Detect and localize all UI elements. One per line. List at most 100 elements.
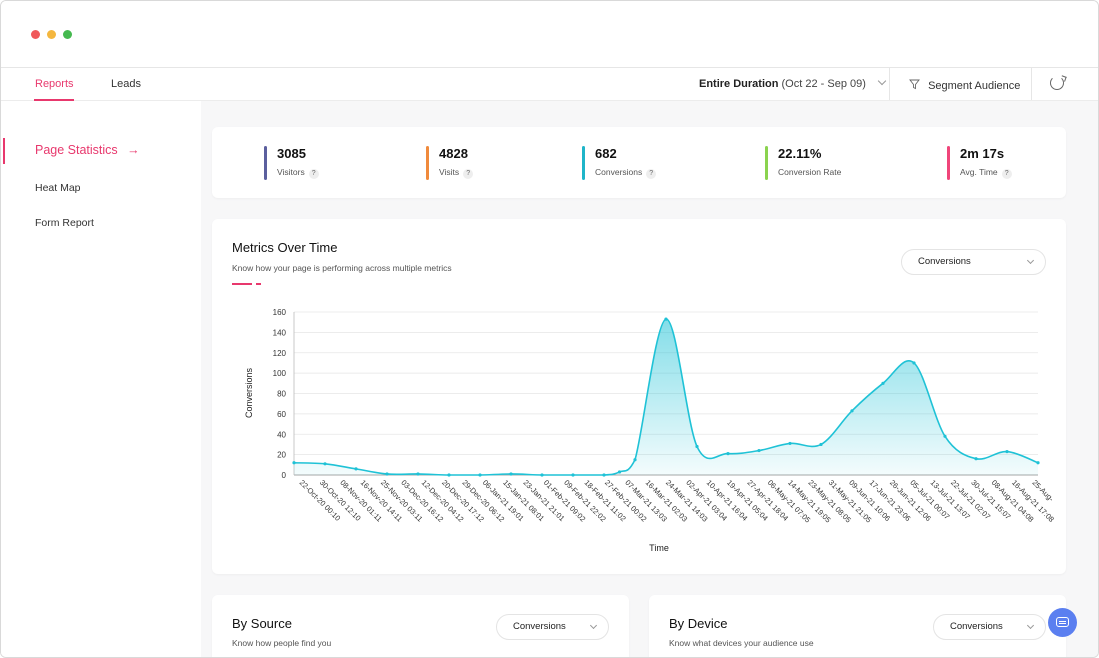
device-metric-dropdown[interactable]: Conversions [933, 614, 1046, 640]
duration-label: Entire Duration [699, 78, 779, 90]
stat-label: Conversion Rate [778, 167, 842, 177]
data-point[interactable] [292, 461, 296, 465]
sidebar-item-form-report[interactable]: Form Report [35, 217, 94, 229]
y-tick-label: 0 [282, 471, 287, 480]
by-source-title: By Source [232, 616, 292, 631]
data-point[interactable] [571, 473, 575, 477]
device-dropdown-value: Conversions [950, 621, 1003, 632]
data-point[interactable] [664, 317, 668, 321]
tab-reports[interactable]: Reports [35, 78, 74, 90]
help-icon[interactable]: ? [646, 169, 657, 179]
help-icon[interactable]: ? [308, 169, 319, 179]
top-nav: Reports Leads Entire Duration (Oct 22 - … [1, 68, 1098, 101]
y-tick-label: 40 [277, 430, 286, 439]
data-point[interactable] [509, 472, 513, 476]
data-point[interactable] [788, 441, 792, 446]
data-point[interactable] [617, 470, 622, 474]
chat-button[interactable] [1048, 608, 1077, 637]
data-point[interactable] [540, 473, 544, 477]
stat-color-bar [582, 146, 585, 180]
help-icon[interactable]: ? [463, 169, 474, 179]
data-point[interactable] [695, 444, 699, 449]
source-metric-dropdown[interactable]: Conversions [496, 614, 609, 640]
data-point[interactable] [385, 472, 389, 476]
data-point[interactable] [819, 442, 823, 447]
arrow-right-icon: → [127, 143, 140, 157]
chevron-down-icon [589, 621, 598, 630]
conversions-area [294, 319, 1038, 475]
stat-color-bar [947, 146, 950, 180]
stat-label: Avg. Time? [960, 167, 1012, 179]
metrics-over-time-card: Metrics Over Time Know how your page is … [212, 219, 1066, 574]
stat-label: Visits? [439, 167, 474, 179]
data-point[interactable] [850, 409, 854, 413]
by-source-card: By Source Know how people find you Conve… [212, 595, 629, 657]
data-point[interactable] [1005, 449, 1009, 454]
stat-color-bar [426, 146, 429, 180]
y-tick-label: 140 [273, 328, 287, 337]
data-point[interactable] [1036, 461, 1040, 465]
stats-card: 3085 Visitors? 4828 Visits? 682 Conversi… [212, 127, 1066, 198]
minimize-window-button[interactable] [47, 30, 56, 39]
data-point[interactable] [447, 473, 451, 477]
segment-audience-label: Segment Audience [928, 80, 1021, 92]
stat-label: Visitors? [277, 167, 319, 179]
chart-subtitle: Know how your page is performing across … [232, 263, 452, 273]
y-tick-label: 100 [273, 369, 287, 378]
data-point[interactable] [943, 434, 947, 438]
sidebar-item-label: Page Statistics [35, 143, 118, 157]
divider [1031, 68, 1032, 100]
by-device-subtitle: Know what devices your audience use [669, 638, 814, 648]
data-point[interactable] [478, 473, 482, 477]
stat-color-bar [765, 146, 768, 180]
data-point[interactable] [726, 452, 730, 456]
x-axis-label: Time [649, 543, 669, 553]
duration-selector[interactable]: Entire Duration (Oct 22 - Sep 09) [699, 76, 887, 90]
data-point[interactable] [912, 361, 916, 365]
maximize-window-button[interactable] [63, 30, 72, 39]
sidebar-item-heat-map[interactable]: Heat Map [35, 182, 81, 194]
title-accent [256, 283, 261, 285]
data-point[interactable] [323, 462, 327, 466]
tab-leads[interactable]: Leads [111, 78, 141, 90]
stat-value: 4828 [439, 146, 468, 161]
by-source-subtitle: Know how people find you [232, 638, 332, 648]
sidebar-item-page-statistics[interactable]: Page Statistics → [35, 143, 140, 157]
data-point[interactable] [974, 457, 978, 461]
sidebar [1, 101, 201, 657]
y-tick-label: 80 [277, 390, 286, 399]
stat-value: 3085 [277, 146, 306, 161]
data-point[interactable] [416, 472, 420, 476]
data-point[interactable] [757, 448, 761, 453]
active-tab-indicator [34, 99, 74, 101]
title-accent [232, 283, 252, 285]
by-device-card: By Device Know what devices your audienc… [649, 595, 1066, 657]
data-point[interactable] [354, 467, 358, 471]
data-point[interactable] [633, 458, 637, 462]
stat-value: 682 [595, 146, 617, 161]
data-point[interactable] [881, 381, 885, 385]
window-titlebar [1, 1, 1098, 68]
metric-dropdown-value: Conversions [918, 256, 971, 267]
chart-title: Metrics Over Time [232, 240, 338, 255]
metric-dropdown[interactable]: Conversions [901, 249, 1046, 275]
y-axis-label: Conversions [244, 367, 254, 418]
conversions-series-line [293, 318, 1039, 476]
y-tick-label: 60 [277, 410, 286, 419]
y-tick-label: 120 [273, 349, 287, 358]
segment-audience-button[interactable]: Segment Audience [909, 78, 1020, 92]
filter-icon [909, 79, 920, 90]
help-icon[interactable]: ? [1001, 169, 1012, 179]
data-point[interactable] [602, 473, 606, 477]
refresh-icon[interactable] [1050, 76, 1064, 90]
y-tick-label: 160 [273, 308, 287, 317]
by-device-title: By Device [669, 616, 728, 631]
chevron-down-icon [877, 76, 887, 86]
chat-icon [1056, 617, 1069, 627]
divider [889, 68, 890, 100]
stat-value: 2m 17s [960, 146, 1005, 161]
close-window-button[interactable] [31, 30, 40, 39]
duration-range: (Oct 22 - Sep 09) [781, 78, 866, 90]
